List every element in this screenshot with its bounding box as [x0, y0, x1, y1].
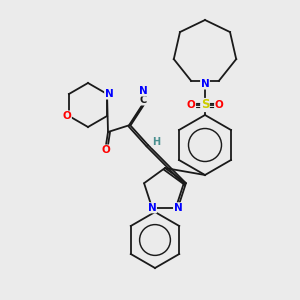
Text: N: N: [148, 203, 156, 213]
Text: S: S: [201, 98, 209, 112]
Text: N: N: [105, 89, 113, 99]
Text: N: N: [174, 203, 182, 213]
Text: C: C: [140, 95, 147, 105]
Text: N: N: [139, 86, 147, 96]
Text: O: O: [187, 100, 195, 110]
Text: O: O: [214, 100, 224, 110]
Text: O: O: [63, 111, 71, 121]
Text: O: O: [102, 145, 110, 155]
Text: N: N: [201, 79, 209, 89]
Text: H: H: [152, 137, 160, 147]
